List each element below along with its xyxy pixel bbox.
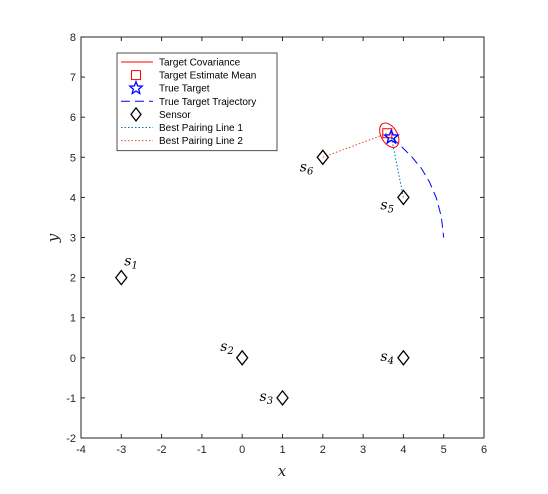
y-tick-label: 5	[70, 152, 76, 164]
y-tick-label: 2	[70, 273, 76, 285]
legend-item: True Target Trajectory	[121, 97, 256, 108]
sensor-marker	[316, 149, 330, 166]
legend-label: Target Covariance	[159, 58, 241, 69]
legend-item: True Target	[128, 79, 210, 95]
sensor-marker	[397, 349, 410, 366]
y-tick-label: 6	[70, 112, 76, 124]
x-tick-label: 5	[441, 444, 447, 456]
sensor-label-index: 4	[387, 356, 394, 367]
sensor-label: s5	[380, 197, 394, 215]
x-tick-label: -4	[76, 444, 86, 456]
y-tick-label: 1	[70, 313, 76, 325]
sensor-marker	[114, 269, 128, 286]
x-tick-label: 6	[481, 444, 487, 456]
x-tick-label: 2	[320, 444, 326, 456]
x-axis-label: x	[278, 462, 287, 480]
target-covariance-ellipse	[379, 122, 400, 148]
x-tick-label: 0	[239, 444, 245, 456]
legend-label: Best Pairing Line 2	[159, 136, 243, 147]
sensor-label: s3	[260, 389, 274, 407]
y-tick-label: 7	[70, 72, 76, 84]
legend-label: Sensor	[159, 110, 191, 121]
y-tick-label: 0	[70, 353, 76, 365]
legend-item: Sensor	[130, 106, 191, 122]
best-pairing-line-2	[322, 132, 388, 158]
y-tick-label: 3	[70, 233, 76, 245]
legend-star-marker	[128, 79, 144, 95]
x-tick-label: -2	[157, 444, 167, 456]
sensor-marker	[235, 349, 249, 366]
sensor-label-symbol: s	[124, 254, 131, 270]
legend-label: Best Pairing Line 1	[159, 123, 243, 134]
sensor-marker	[276, 389, 289, 406]
y-tick-label: 8	[70, 32, 76, 44]
sensor-label: s2	[220, 339, 234, 357]
x-tick-label: -3	[116, 444, 126, 456]
x-tick-label: -1	[197, 444, 207, 456]
legend-square-marker	[131, 70, 141, 81]
sensor-label-symbol: s	[300, 159, 307, 175]
sensor-label: s6	[300, 159, 314, 177]
legend-box	[116, 52, 278, 152]
legend-item: Target Estimate Mean	[131, 70, 256, 82]
axis-ticks: -4 -3 -2 -1 0 1 2 3 4 5 6 -2 -1 0 1 2 3 4 5 6 7 8	[66, 32, 487, 456]
legend-item: Best Pairing Line 1	[121, 123, 243, 134]
x-tick-label: 3	[360, 444, 366, 456]
sensor-label-symbol: s	[380, 349, 387, 365]
y-axis-label: y	[44, 233, 62, 243]
true-target-star	[382, 128, 400, 145]
sensor-label-index: 5	[388, 204, 394, 215]
true-target-trajectory-line	[390, 136, 445, 238]
sensor-label-index: 1	[131, 261, 137, 272]
legend-label: Target Estimate Mean	[159, 71, 256, 82]
sensor-label-index: 3	[267, 396, 273, 407]
sensor-marker	[397, 189, 410, 206]
y-tick-label: 4	[70, 192, 76, 204]
legend-diamond-marker	[130, 106, 142, 122]
x-tick-label: 1	[279, 444, 285, 456]
legend-label: True Target Trajectory	[159, 97, 256, 108]
y-tick-label: -2	[66, 433, 76, 445]
legend-label: True Target	[159, 84, 210, 95]
sensor-label: s4	[380, 349, 394, 367]
x-tick-label: 4	[400, 444, 406, 456]
sensor-label-symbol: s	[260, 389, 267, 405]
sensor-label-symbol: s	[220, 339, 227, 355]
sensor-label-symbol: s	[380, 197, 387, 213]
sensor-label-index: 6	[307, 166, 314, 177]
legend-item: Target Covariance	[121, 58, 241, 69]
sensor-label-index: 2	[226, 346, 233, 357]
y-tick-label: -1	[66, 393, 76, 405]
legend: Target Covariance Target Estimate Mean Tru…	[116, 52, 278, 152]
legend-item: Best Pairing Line 2	[121, 136, 243, 147]
sensor-label: s1	[124, 254, 138, 272]
